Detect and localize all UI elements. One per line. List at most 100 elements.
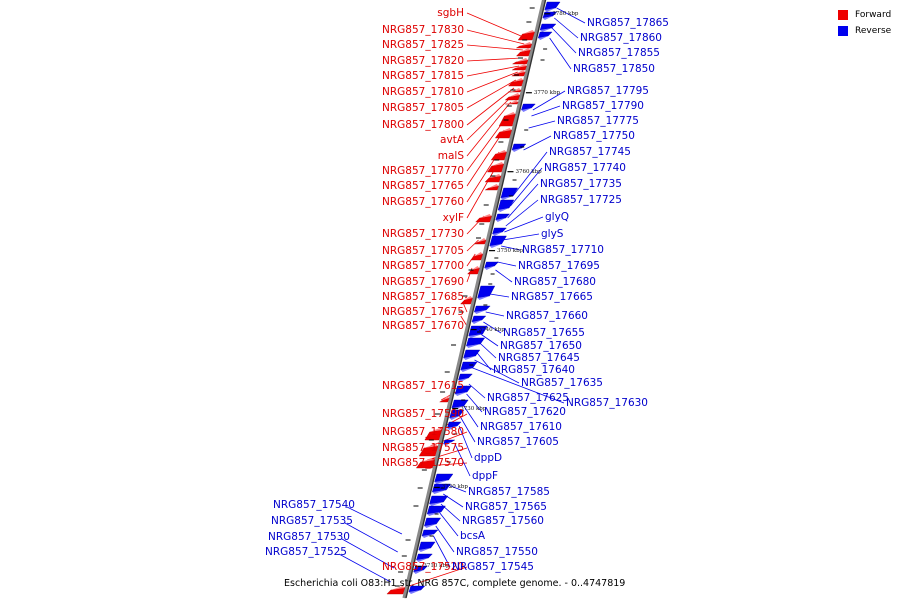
reverse-gene-tip	[477, 296, 490, 300]
forward-connector	[427, 447, 468, 461]
reverse-connector	[554, 17, 579, 39]
gene-label-forward: NRG857_17570	[382, 457, 464, 469]
gene-label-reverse: NRG857_17650	[500, 340, 582, 352]
reverse-gene-tip	[471, 320, 482, 324]
gene-label-reverse: NRG857_17750	[553, 130, 635, 142]
forward-connector	[466, 87, 515, 126]
scale-tick-label: 3780 kbp	[552, 10, 579, 17]
forward-connector	[466, 29, 525, 45]
forward-gene-tip	[495, 150, 507, 154]
gene-label-reverse: NRG857_17655	[503, 327, 585, 339]
gene-label-reverse: NRG857_17660	[506, 310, 588, 322]
gene-features	[386, 1, 561, 595]
reverse-gene-tip	[544, 8, 556, 12]
backbone-shadow	[402, 0, 546, 599]
reverse-gene-tip	[468, 334, 483, 338]
reverse-swatch	[838, 26, 848, 36]
forward-gene-tip	[515, 70, 526, 74]
gene-label-reverse: NRG857_17665	[511, 291, 593, 303]
gene-label-reverse: NRG857_17680	[514, 276, 596, 288]
reverse-connector	[495, 269, 513, 283]
gene-label-reverse: NRG857_17725	[540, 194, 622, 206]
reverse-gene-tip	[458, 378, 469, 382]
gene-label-reverse: NRG857_17535	[271, 515, 353, 527]
scale-ticks	[394, 7, 551, 587]
reverse-connector	[551, 27, 577, 54]
reverse-gene-tip	[489, 244, 502, 248]
gene-label-reverse: dppD	[474, 452, 503, 464]
reverse-gene-tip	[540, 28, 553, 32]
reverse-gene-tip	[449, 416, 460, 420]
reverse-gene-tip	[498, 208, 510, 212]
reverse-connector	[435, 525, 455, 553]
reverse-gene-tip	[463, 356, 476, 360]
reverse-gene-tip	[408, 590, 421, 594]
reverse-connector	[528, 120, 556, 129]
gene-label-reverse: dppF	[472, 470, 499, 482]
scale-tick-label: 3710 kbp	[423, 563, 450, 570]
forward-gene-tip	[478, 238, 486, 242]
gene-label-forward: NRG857_17575	[382, 442, 464, 454]
reverse-connector	[433, 535, 451, 568]
forward-gene-tip	[499, 128, 512, 132]
forward-connector	[466, 71, 518, 93]
gene-label-reverse: NRG857_17695	[518, 260, 600, 272]
forward-gene-tip	[491, 162, 504, 166]
gene-label-reverse: NRG857_17855	[578, 47, 660, 59]
reverse-connector	[507, 183, 539, 219]
gene-label-reverse: NRG857_17745	[549, 146, 631, 158]
gene-label-reverse: NRG857_17640	[493, 364, 575, 376]
forward-connector	[466, 65, 520, 77]
reverse-gene-tip	[443, 442, 452, 446]
forward-gene-tip	[471, 266, 480, 270]
forward-gene-tip	[508, 93, 520, 97]
gene-label-reverse: NRG857_17735	[540, 178, 622, 190]
reverse-connector	[510, 167, 543, 207]
forward-gene-tip	[504, 112, 516, 116]
backbone-line	[405, 0, 547, 599]
gene-label-reverse: NRG857_17625	[487, 392, 569, 404]
reverse-gene-tip	[512, 148, 523, 152]
forward-gene-tip	[520, 48, 531, 52]
reverse-connector	[501, 245, 521, 251]
gene-label-forward: NRG857_17675	[382, 306, 464, 318]
reverse-connector	[463, 405, 479, 428]
gene-label-reverse: NRG857_17645	[498, 352, 580, 364]
reverse-gene-tip	[427, 512, 442, 516]
reverse-connector	[474, 359, 520, 384]
forward-gene-tip	[479, 214, 492, 218]
reverse-connector	[483, 321, 502, 334]
reverse-connector	[341, 538, 395, 569]
legend-label-forward: Forward	[855, 10, 892, 20]
reverse-connector	[454, 443, 471, 477]
forward-gene-tip	[516, 58, 528, 62]
gene-label-reverse: NRG857_17610	[480, 421, 562, 433]
reverse-gene-tip	[432, 490, 447, 494]
reverse-gene-tip	[422, 534, 434, 538]
gene-label-reverse: NRG857_17540	[273, 499, 355, 511]
gene-label-forward: NRG857_17820	[382, 55, 464, 67]
reverse-connector	[549, 37, 572, 70]
reverse-connector	[531, 105, 561, 117]
reverse-connector	[472, 367, 565, 404]
reverse-gene	[489, 235, 507, 247]
legend: Forward Reverse	[838, 9, 900, 41]
legend-label-reverse: Reverse	[855, 26, 892, 36]
forward-gene-tip	[390, 586, 405, 590]
gene-label-forward: NRG857_17670	[382, 320, 464, 332]
forward-connector	[466, 151, 500, 203]
gene-label-forward: NRG857_17685	[382, 291, 464, 303]
forward-gene-tip	[515, 64, 527, 68]
forward-connector	[466, 101, 512, 157]
forward-gene-tip	[420, 458, 435, 462]
gene-label-reverse: NRG857_17560	[462, 515, 544, 527]
reverse-connector	[460, 417, 476, 443]
reverse-connector	[338, 553, 391, 583]
reverse-connector	[438, 511, 459, 537]
forward-gene-tip	[464, 296, 473, 300]
gene-label-forward: NRG857_17615	[382, 380, 464, 392]
gene-label-reverse: NRG857_17530	[268, 531, 350, 543]
gene-label-reverse: NRG857_17790	[562, 100, 644, 112]
reverse-connector	[489, 293, 510, 298]
reverse-connector	[512, 151, 548, 197]
